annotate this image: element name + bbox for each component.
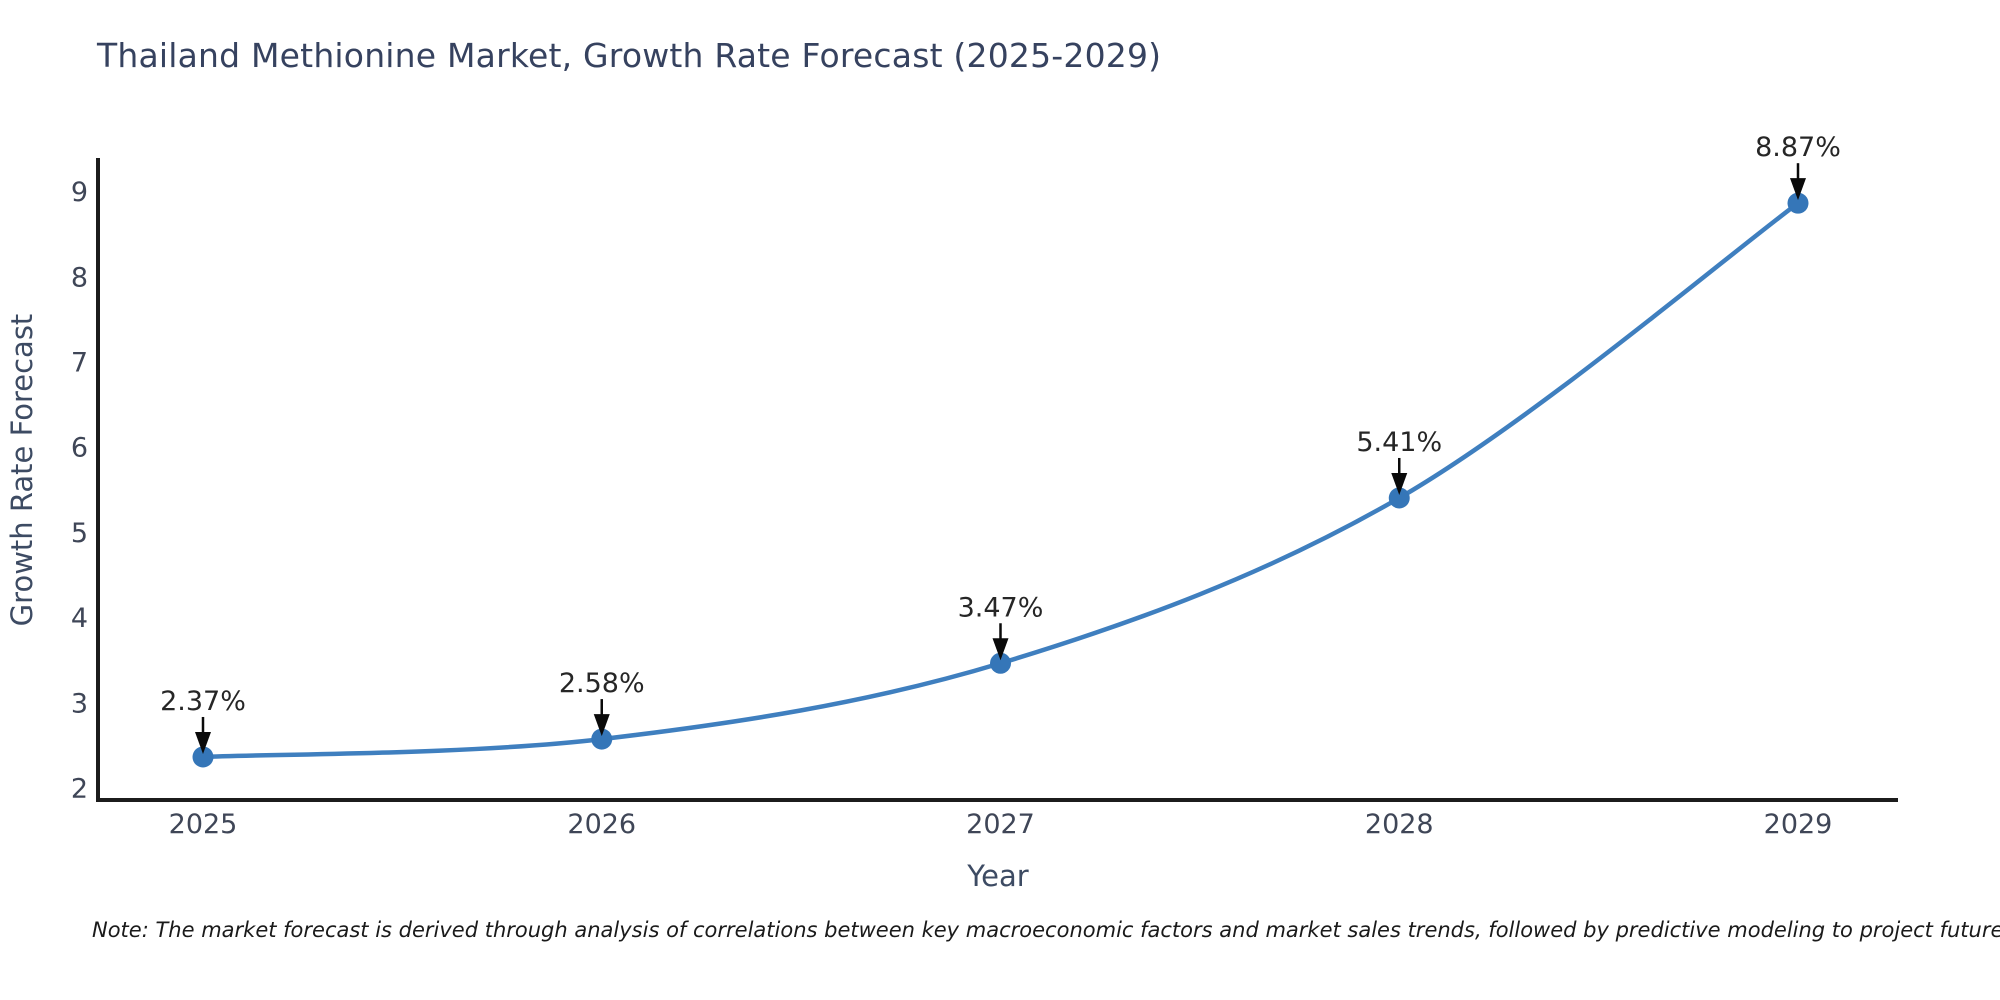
- y-tick-label: 4: [71, 603, 88, 634]
- x-tick-label: 2026: [567, 809, 636, 840]
- tick-labels: 2 3 4 5 6 7 8 9 2025 2026 2027 2028 2029: [71, 177, 1833, 840]
- y-tick-label: 9: [71, 177, 88, 208]
- data-point-marker: [192, 746, 214, 768]
- data-point-marker: [1787, 192, 1809, 214]
- point-value-label: 3.47%: [958, 592, 1044, 623]
- footnote: Note: The market forecast is derived thr…: [92, 918, 2000, 942]
- y-tick-label: 8: [71, 262, 88, 293]
- chart-title: Thailand Methionine Market, Growth Rate …: [97, 36, 1162, 75]
- y-tick-label: 5: [71, 518, 88, 549]
- y-axis-title: Growth Rate Forecast: [5, 314, 39, 627]
- data-point-marker: [990, 652, 1011, 674]
- y-tick-label: 6: [71, 433, 88, 464]
- data-point-marker: [1388, 487, 1410, 509]
- annotation-arrow-head: [992, 638, 1009, 661]
- point-value-label: 5.41%: [1356, 427, 1442, 458]
- axis-titles: Year Growth Rate Forecast: [5, 314, 1029, 893]
- annotation-arrow-head: [593, 714, 610, 737]
- point-value-label: 2.37%: [160, 686, 246, 717]
- y-tick-label: 7: [71, 348, 88, 379]
- annotation-arrow-head: [1391, 472, 1408, 495]
- point-value-label: 8.87%: [1755, 132, 1841, 163]
- x-tick-label: 2029: [1764, 809, 1833, 840]
- x-tick-label: 2025: [169, 809, 238, 840]
- forecast-line: [200, 200, 1801, 760]
- y-tick-label: 3: [71, 688, 88, 719]
- annotation-arrow-head: [1790, 178, 1806, 201]
- point-annotations: 2.37% 2.58% 3.47% 5.41% 8.87%: [160, 132, 1841, 754]
- axes: [96, 158, 1898, 802]
- x-tick-label: 2027: [966, 809, 1035, 840]
- data-point-marker: [591, 728, 613, 750]
- point-value-label: 2.58%: [559, 668, 645, 699]
- x-tick-label: 2028: [1365, 809, 1434, 840]
- data-series: [192, 192, 1809, 768]
- y-tick-label: 2: [71, 774, 88, 805]
- annotation-arrow-head: [195, 731, 211, 754]
- x-axis-title: Year: [966, 859, 1028, 893]
